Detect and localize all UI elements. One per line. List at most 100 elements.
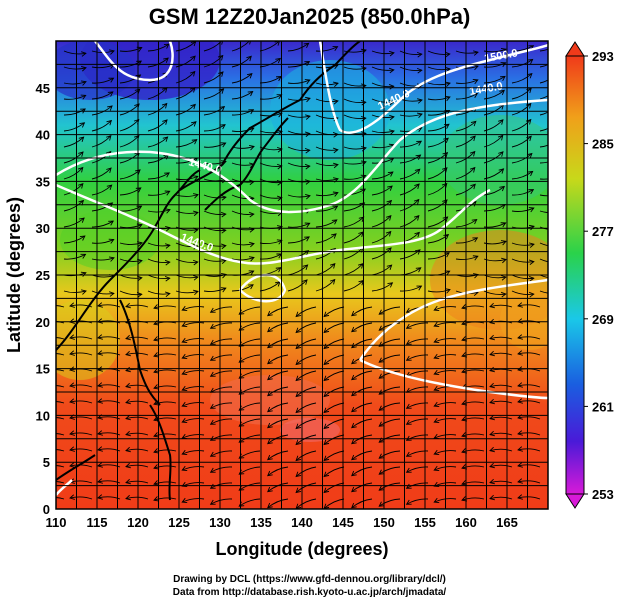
streamline bbox=[323, 498, 345, 509]
streamline-arrowhead bbox=[108, 77, 115, 83]
streamline-arrowhead bbox=[378, 453, 385, 459]
streamline-arrowhead bbox=[275, 267, 282, 273]
streamline-arrowhead bbox=[69, 494, 75, 500]
streamline-arrowhead bbox=[78, 151, 84, 157]
streamline-arrowhead bbox=[333, 98, 339, 105]
streamline bbox=[378, 402, 401, 411]
streamline bbox=[259, 178, 282, 184]
streamline-arrowhead bbox=[125, 462, 131, 469]
streamline-arrowhead bbox=[351, 310, 357, 317]
streamline bbox=[267, 306, 289, 317]
streamline-arrowhead bbox=[247, 90, 254, 97]
streamline bbox=[399, 66, 422, 72]
streamline-arrowhead bbox=[442, 199, 448, 205]
streamline bbox=[489, 448, 513, 452]
streamline bbox=[97, 496, 121, 500]
streamline bbox=[489, 496, 513, 500]
streamline-arrowhead bbox=[209, 355, 216, 361]
streamline bbox=[267, 466, 289, 477]
streamline bbox=[63, 253, 86, 260]
streamline-arrowhead bbox=[351, 358, 357, 365]
streamline bbox=[125, 496, 149, 500]
y-tick-label: 20 bbox=[36, 315, 50, 330]
streamline bbox=[295, 354, 317, 365]
streamline-arrowhead bbox=[248, 270, 255, 276]
streamline-arrowhead bbox=[500, 291, 507, 298]
streamline-arrowhead bbox=[295, 311, 302, 318]
streamline-arrowhead bbox=[351, 470, 357, 477]
streamline bbox=[56, 497, 65, 500]
streamline-arrowhead bbox=[387, 185, 393, 191]
streamline bbox=[295, 386, 317, 397]
streamline-arrowhead bbox=[461, 368, 468, 374]
streamline bbox=[399, 249, 421, 260]
streamline bbox=[56, 417, 65, 420]
streamline-arrowhead bbox=[97, 478, 103, 484]
streamline-arrowhead bbox=[97, 398, 103, 404]
streamline bbox=[153, 481, 177, 485]
streamline bbox=[461, 465, 485, 469]
streamline bbox=[231, 284, 254, 292]
streamline-arrowhead bbox=[153, 304, 160, 310]
streamline-arrowhead bbox=[135, 187, 142, 193]
streamline bbox=[517, 304, 541, 308]
streamline-arrowhead bbox=[405, 435, 412, 441]
streamline bbox=[63, 235, 86, 244]
colorbar-tick-label: 285 bbox=[592, 137, 614, 152]
streamline-arrowhead bbox=[125, 334, 131, 341]
streamline-arrowhead bbox=[357, 263, 364, 269]
streamline-arrowhead bbox=[461, 336, 468, 342]
streamline bbox=[315, 46, 338, 52]
streamline-arrowhead bbox=[193, 289, 199, 296]
streamline bbox=[182, 386, 205, 391]
streamline bbox=[231, 73, 253, 84]
streamline-arrowhead bbox=[378, 405, 385, 411]
streamline-arrowhead bbox=[329, 278, 336, 285]
streamline-arrowhead bbox=[267, 486, 273, 493]
streamline-arrowhead bbox=[220, 287, 227, 293]
streamline-arrowhead bbox=[433, 353, 440, 359]
streamline-arrowhead bbox=[557, 227, 562, 232]
streamline bbox=[119, 135, 140, 148]
streamline bbox=[56, 449, 65, 452]
streamline bbox=[323, 370, 345, 381]
streamline bbox=[259, 146, 282, 151]
colorbar-tick-label: 277 bbox=[592, 224, 614, 239]
streamline-arrowhead bbox=[415, 249, 421, 255]
streamline-arrowhead bbox=[433, 321, 440, 327]
streamline-arrowhead bbox=[415, 267, 422, 273]
streamline bbox=[517, 464, 541, 468]
streamline-arrowhead bbox=[107, 105, 113, 111]
streamline-arrowhead bbox=[323, 391, 330, 398]
streamline bbox=[91, 105, 113, 116]
streamline bbox=[489, 432, 513, 436]
streamline bbox=[287, 61, 310, 68]
streamline bbox=[483, 258, 507, 262]
streamline bbox=[231, 109, 254, 116]
streamline-arrowhead bbox=[433, 385, 440, 391]
streamline-arrowhead bbox=[77, 183, 84, 189]
streamline bbox=[406, 466, 429, 473]
streamline bbox=[461, 353, 485, 357]
streamline bbox=[323, 450, 345, 461]
streamline-arrowhead bbox=[125, 302, 131, 309]
streamline bbox=[371, 66, 394, 71]
streamline bbox=[378, 322, 401, 331]
streamline-arrowhead bbox=[125, 414, 131, 421]
streamline-arrowhead bbox=[387, 282, 394, 288]
streamline bbox=[91, 120, 112, 132]
streamline bbox=[378, 306, 401, 315]
streamline-arrowhead bbox=[304, 96, 311, 103]
streamline bbox=[483, 90, 505, 100]
streamline-arrowhead bbox=[528, 259, 535, 266]
streamline bbox=[351, 402, 373, 413]
streamline bbox=[69, 416, 93, 420]
streamline-arrowhead bbox=[164, 172, 170, 178]
streamline-arrowhead bbox=[267, 374, 273, 381]
streamline bbox=[267, 354, 289, 365]
streamline bbox=[461, 337, 485, 341]
streamline bbox=[203, 258, 227, 262]
streamline bbox=[351, 434, 373, 445]
streamline bbox=[119, 274, 142, 279]
streamline-arrowhead bbox=[499, 185, 506, 192]
